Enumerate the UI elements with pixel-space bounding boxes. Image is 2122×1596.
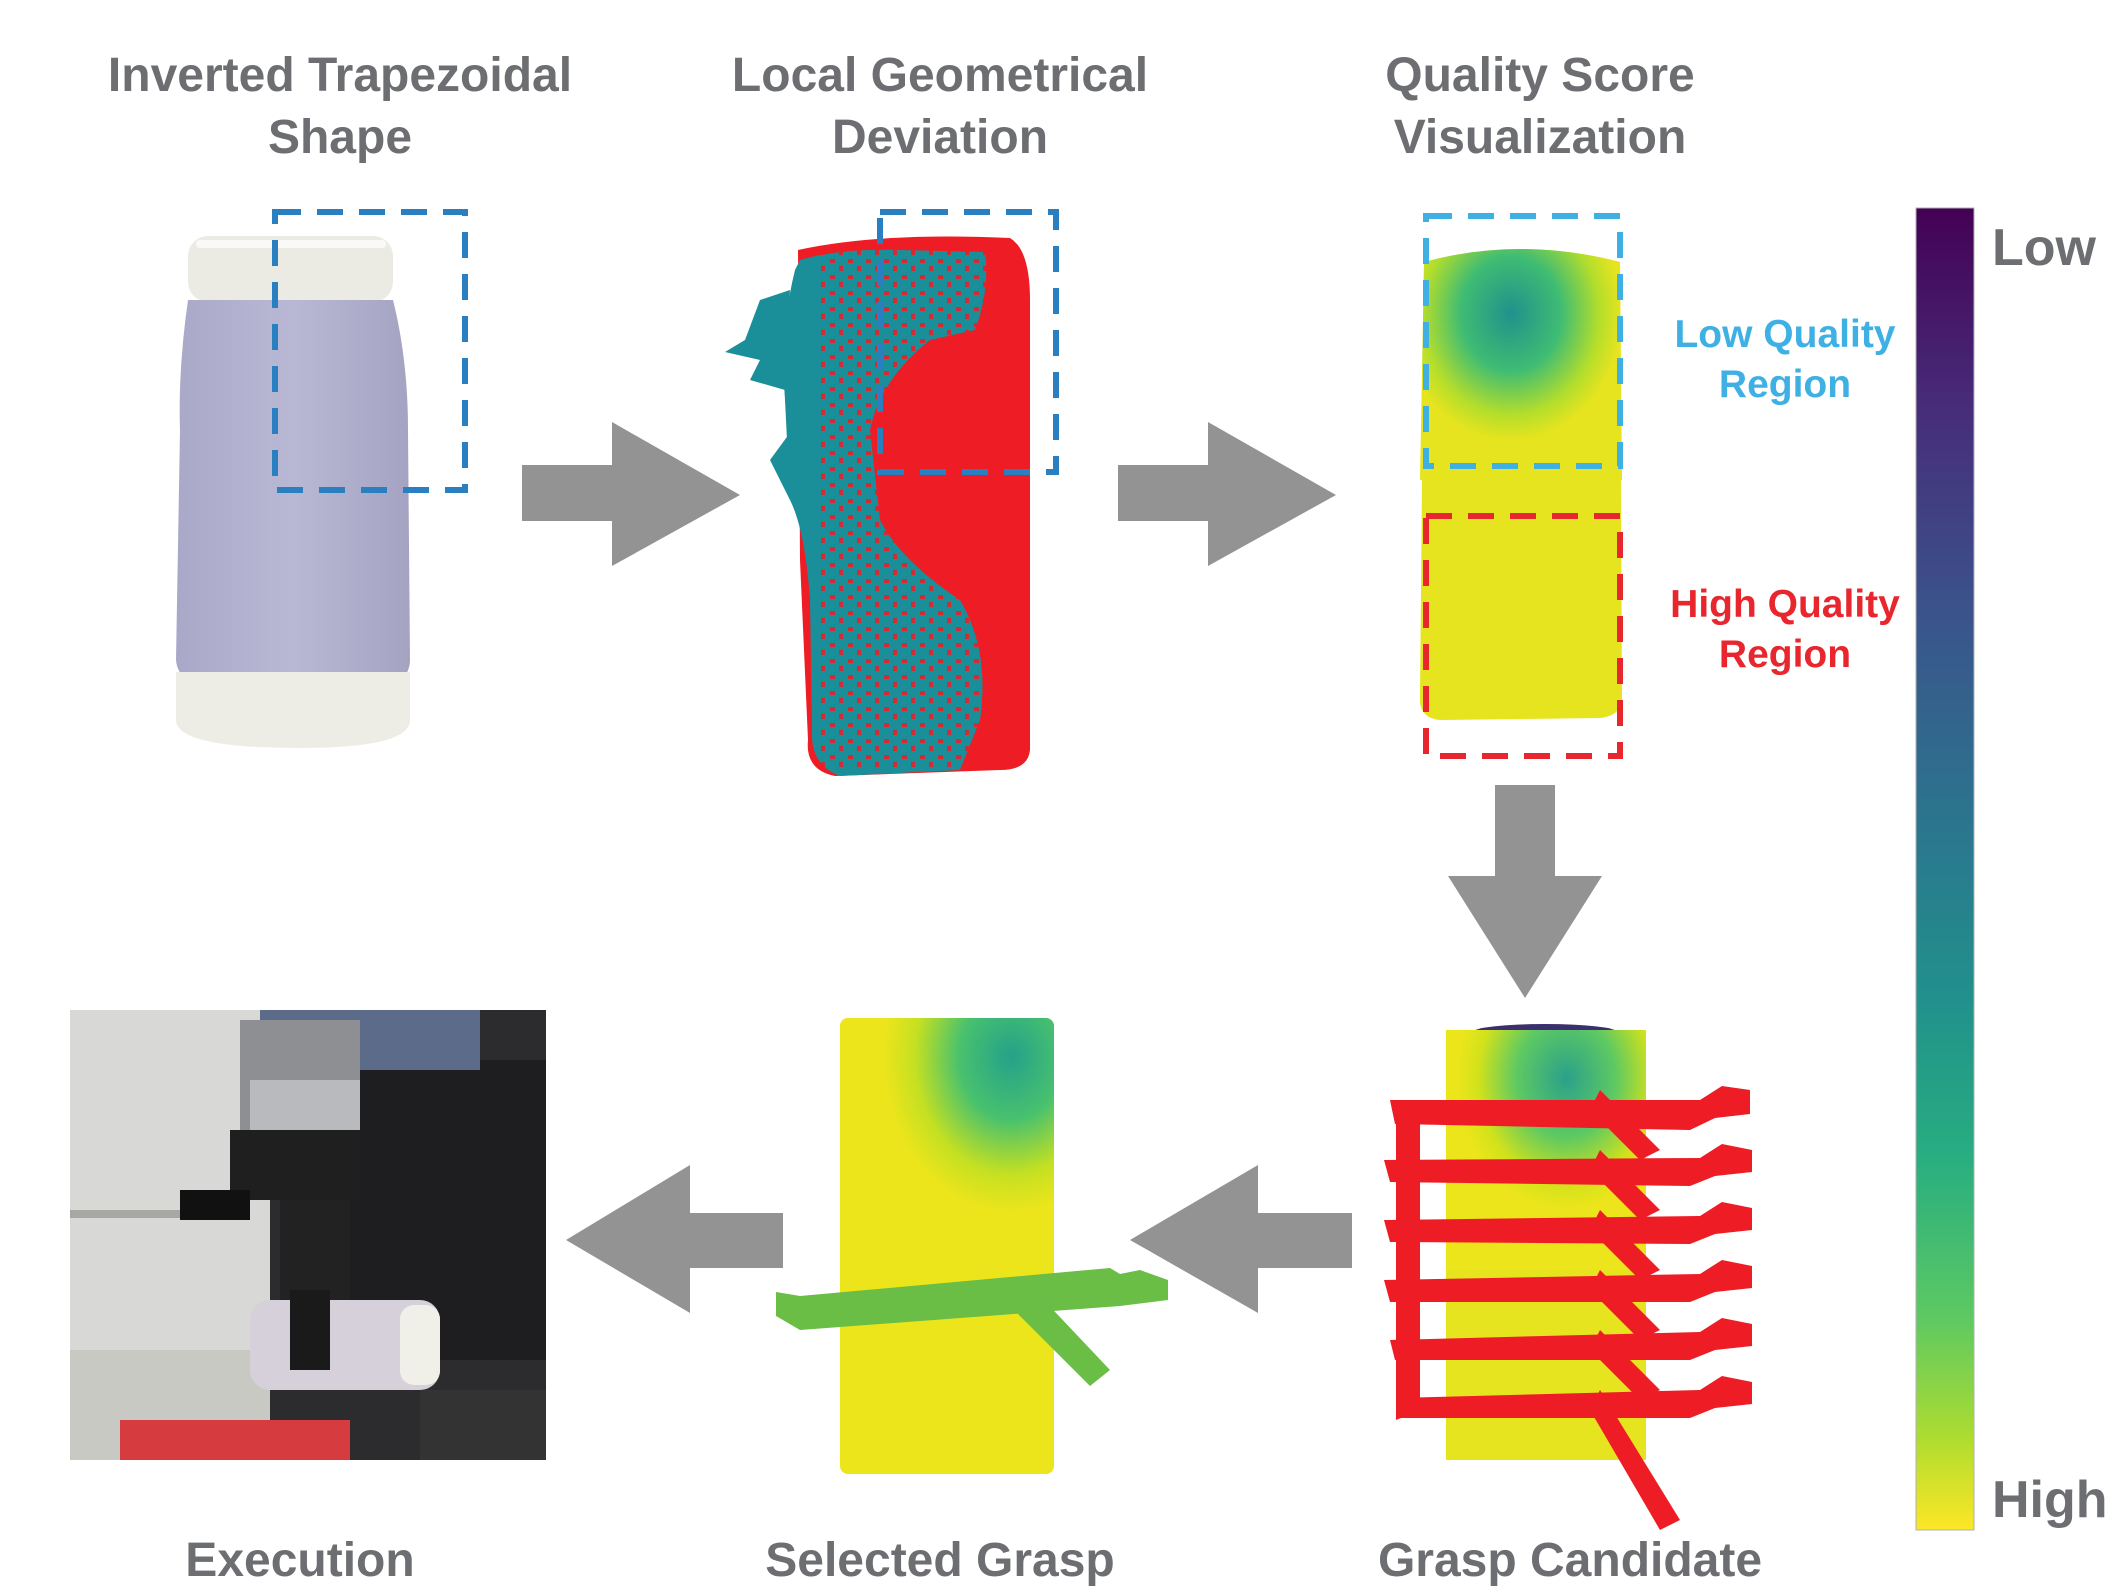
title-execution: Execution — [185, 1534, 415, 1587]
execution-photo — [70, 1010, 546, 1460]
arrow-right-2 — [1118, 422, 1336, 566]
title-quality-score: Quality Score Visualization — [1385, 49, 1695, 164]
selected-grasp-pose — [776, 1268, 1168, 1386]
title-local-deviation: Local Geometrical Deviation — [731, 49, 1149, 164]
arrow-left-1 — [1130, 1165, 1352, 1313]
arrow-right-1 — [522, 422, 740, 566]
dashed-box-high-quality — [1423, 513, 1623, 759]
arrow-down — [1448, 785, 1602, 998]
bottle-photo — [176, 209, 468, 748]
selected-grasp-cylinder — [776, 1018, 1168, 1474]
dashed-box-low-quality — [1423, 213, 1623, 469]
title-grasp-candidate: Grasp Candidate — [1377, 1534, 1763, 1587]
colorbar-low-label: Low — [1992, 219, 2096, 277]
grasp-candidate-cylinder — [1384, 1024, 1752, 1530]
point-cloud-deviation — [725, 209, 1059, 776]
colorbar-high-label: High — [1992, 1471, 2108, 1529]
low-quality-region-label: Low Quality Region — [1674, 313, 1896, 406]
quality-score-cylinder — [1420, 213, 1623, 759]
grasp-candidate-set — [1384, 1086, 1752, 1530]
high-quality-region-label: High Quality Region — [1670, 583, 1900, 676]
dashed-box-blue — [272, 209, 468, 493]
title-selected-grasp: Selected Grasp — [765, 1534, 1115, 1587]
dashed-box-blue — [877, 209, 1059, 475]
title-inverted-trapezoidal: Inverted Trapezoidal Shape — [107, 49, 573, 164]
arrow-left-2 — [566, 1165, 783, 1313]
colorbar — [1915, 207, 1975, 1531]
